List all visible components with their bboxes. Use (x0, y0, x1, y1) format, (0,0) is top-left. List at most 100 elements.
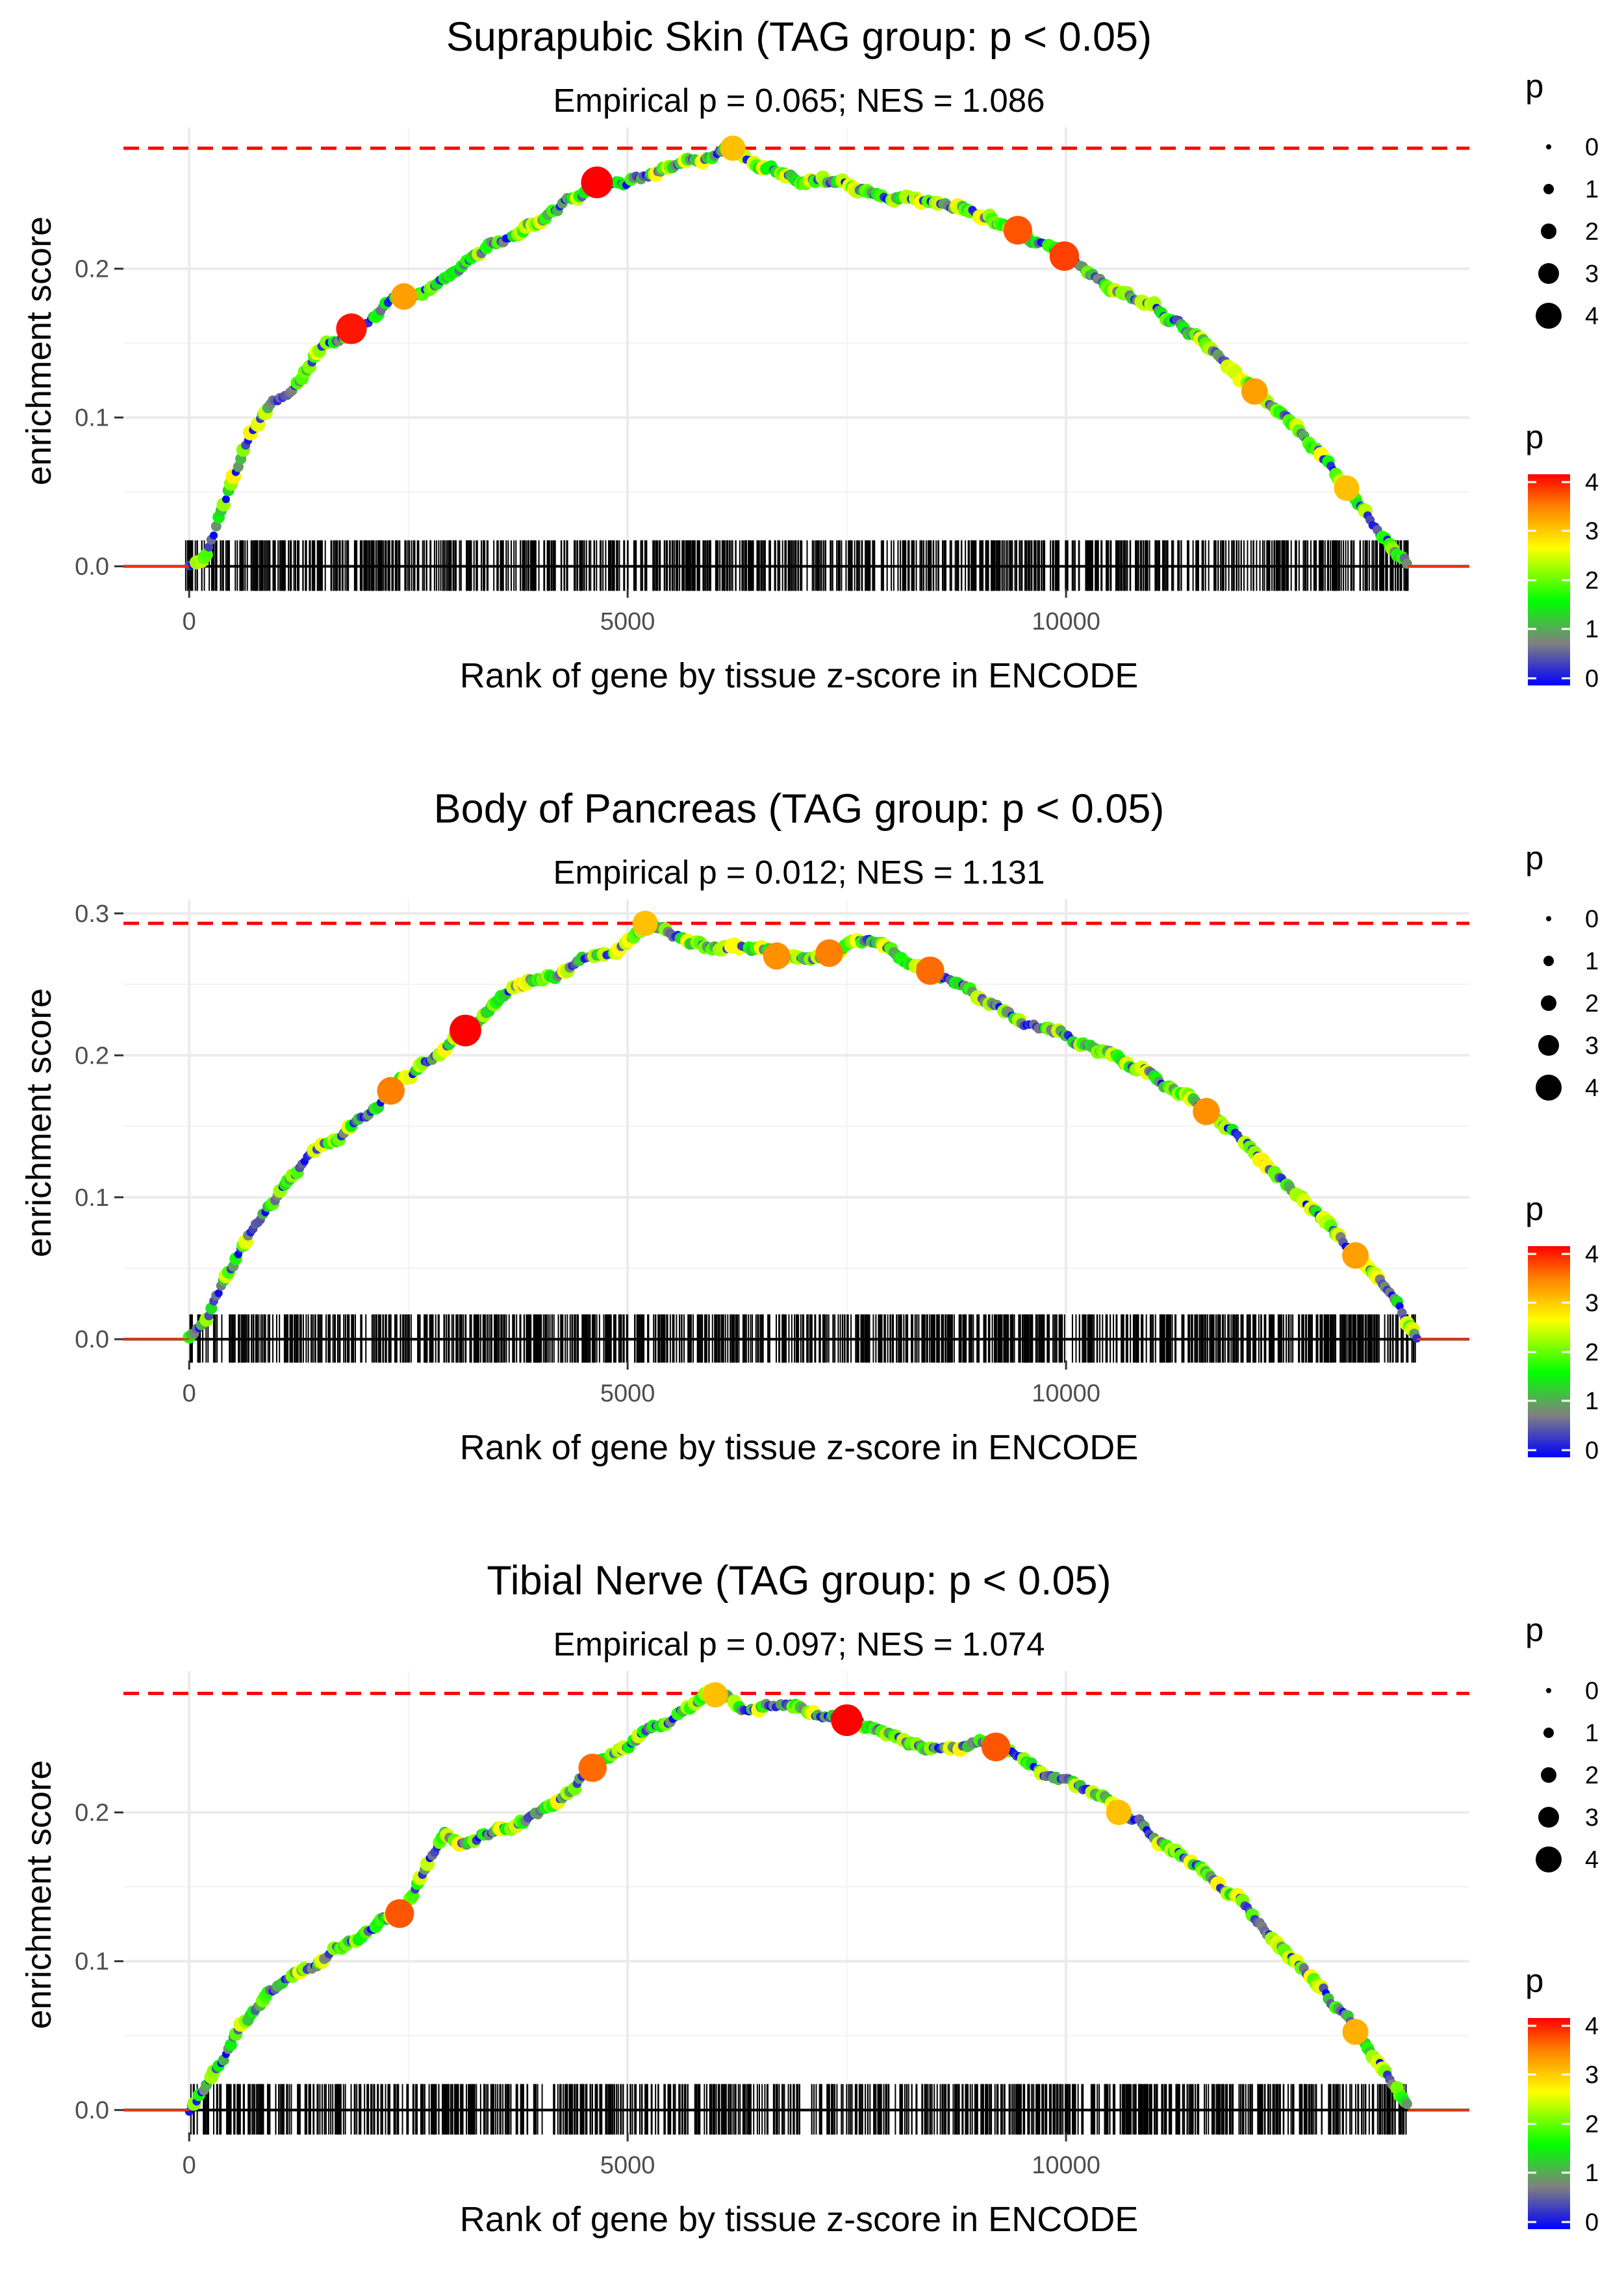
x-tick-label: 10000 (1032, 2152, 1100, 2179)
es-highlight-point (450, 1014, 481, 1047)
es-highlight-point (763, 942, 791, 970)
color-legend-title: p (1525, 1962, 1543, 1999)
es-highlight-point (336, 313, 367, 344)
es-point (209, 531, 218, 540)
size-key-label: 2 (1585, 990, 1599, 1017)
size-legend: p 0 1 2 3 4 (1525, 68, 1599, 330)
size-key-0 (1546, 144, 1551, 149)
es-point (1412, 1334, 1421, 1343)
size-legend-title: p (1525, 68, 1543, 105)
y-tick-label: 0.1 (75, 1184, 109, 1212)
size-key-label: 0 (1585, 134, 1599, 161)
es-highlight-point (632, 910, 658, 936)
size-key-label: 2 (1585, 1762, 1599, 1789)
size-key-2 (1541, 1767, 1556, 1783)
color-legend-title: p (1525, 1190, 1543, 1227)
color-key-label: 1 (1585, 616, 1599, 643)
size-key-label: 3 (1585, 1804, 1599, 1832)
es-highlight-point (1049, 241, 1080, 271)
size-legend: p 0 1 2 3 4 (1525, 1611, 1599, 1874)
size-key-4 (1536, 1846, 1562, 1872)
color-key-label: 0 (1585, 665, 1599, 693)
size-legend-title: p (1525, 839, 1543, 876)
size-key-2 (1541, 995, 1556, 1011)
size-key-label: 0 (1585, 1678, 1599, 1705)
es-highlight-point (1342, 1242, 1369, 1269)
es-highlight-point (981, 1732, 1011, 1761)
y-tick-label: 0.3 (75, 901, 109, 928)
color-key-label: 3 (1585, 518, 1599, 545)
es-point (210, 521, 222, 531)
es-highlight-point (1003, 216, 1033, 245)
es-point (214, 1289, 223, 1297)
es-highlight-point (390, 283, 418, 310)
color-key-label: 3 (1585, 2062, 1599, 2089)
x-axis-title: Rank of gene by tissue z-score in ENCODE (460, 656, 1138, 695)
size-key-4 (1536, 303, 1562, 329)
color-legend: p 4 3 2 1 0 (1525, 1190, 1599, 1464)
color-legend-title: p (1525, 418, 1543, 455)
y-tick-label: 0.1 (75, 405, 109, 432)
size-key-label: 1 (1585, 948, 1599, 975)
size-key-3 (1538, 1035, 1559, 1056)
y-axis-title: enrichment score (19, 988, 58, 1257)
x-tick-label: 0 (183, 608, 196, 635)
size-key-label: 1 (1585, 176, 1599, 203)
panel-subtitle: Empirical p = 0.097; NES = 1.074 (553, 1626, 1045, 1663)
color-key-label: 1 (1585, 2160, 1599, 2187)
panel-title: Body of Pancreas (TAG group: p < 0.05) (434, 786, 1165, 832)
y-tick-label: 0.2 (75, 256, 109, 283)
size-key-2 (1541, 224, 1556, 239)
es-curve (123, 910, 1469, 1344)
size-legend-title: p (1525, 1611, 1543, 1648)
x-tick-label: 10000 (1032, 1380, 1100, 1407)
x-tick-label: 5000 (600, 2152, 655, 2179)
size-key-label: 2 (1585, 218, 1599, 246)
color-key-label: 0 (1585, 1437, 1599, 1464)
es-highlight-point (385, 1899, 414, 1928)
es-highlight-point (720, 135, 746, 161)
y-tick-label: 0.0 (75, 554, 109, 581)
size-key-label: 4 (1585, 1075, 1599, 1102)
panel-title: Tibial Nerve (TAG group: p < 0.05) (487, 1558, 1111, 1603)
es-highlight-point (581, 166, 613, 199)
size-key-1 (1543, 956, 1554, 966)
x-tick-label: 5000 (600, 1380, 655, 1407)
x-tick-label: 5000 (600, 608, 655, 635)
es-highlight-point (377, 1077, 405, 1105)
color-key-label: 2 (1585, 567, 1599, 594)
size-key-label: 3 (1585, 1032, 1599, 1060)
es-highlight-point (1334, 475, 1360, 501)
color-key-label: 3 (1585, 1290, 1599, 1317)
color-key-label: 4 (1585, 1241, 1599, 1268)
size-key-0 (1546, 1688, 1551, 1693)
y-tick-label: 0.0 (75, 1326, 109, 1353)
es-highlight-point (702, 1682, 728, 1708)
color-key-label: 4 (1585, 469, 1599, 496)
size-legend: p 0 1 2 3 4 (1525, 839, 1599, 1102)
es-point (222, 495, 230, 504)
es-highlight-point (578, 1754, 607, 1782)
color-legend: p 4 3 2 1 0 (1525, 418, 1599, 693)
es-highlight-point (1106, 1800, 1132, 1826)
es-point (204, 543, 214, 552)
size-key-label: 1 (1585, 1720, 1599, 1747)
size-key-label: 3 (1585, 261, 1599, 288)
plot-area: 0 5000 10000 0.0 0.1 0.2 0.3 (75, 899, 1469, 1407)
panel-3: Tibial Nerve (TAG group: p < 0.05) Empir… (19, 1558, 1599, 2239)
y-tick-label: 0.0 (75, 2097, 109, 2125)
color-key-label: 2 (1585, 1339, 1599, 1366)
size-key-0 (1546, 916, 1551, 921)
panel-1: Suprapubic Skin (TAG group: p < 0.05) Em… (19, 14, 1599, 695)
plot-area: 0 5000 10000 0.0 0.1 0.2 (75, 127, 1469, 635)
rug-group (189, 1314, 1416, 1363)
panel-title: Suprapubic Skin (TAG group: p < 0.05) (446, 14, 1152, 60)
size-key-4 (1536, 1075, 1562, 1101)
es-point (1401, 2099, 1412, 2110)
x-axis-title: Rank of gene by tissue z-score in ENCODE (460, 1428, 1138, 1467)
es-highlight-point (1241, 378, 1268, 405)
y-tick-label: 0.2 (75, 1800, 109, 1827)
y-axis-title: enrichment score (19, 216, 58, 485)
panel-2: Body of Pancreas (TAG group: p < 0.05) E… (19, 786, 1599, 1467)
es-curve (123, 135, 1469, 570)
